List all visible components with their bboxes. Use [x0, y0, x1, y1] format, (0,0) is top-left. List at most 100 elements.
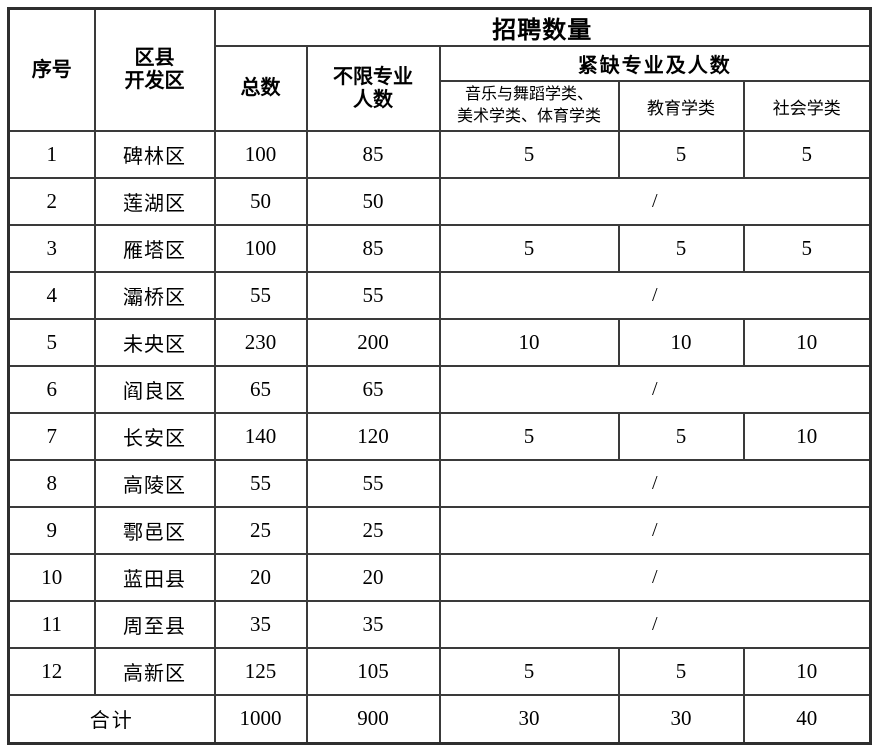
cell-education: 10	[617, 318, 745, 367]
cell-serial: 3	[7, 224, 96, 273]
cell-serial: 11	[7, 600, 96, 649]
table-row-2: 2 莲湖区 50 50 /	[7, 177, 872, 226]
header-unlimited-major: 不限专业 人数	[305, 45, 441, 132]
cell-serial: 6	[7, 365, 96, 414]
cell-unlimited: 25	[305, 506, 441, 555]
cell-grand-sociology: 40	[742, 694, 872, 744]
cell-unlimited: 105	[305, 647, 441, 696]
cell-sociology: 5	[742, 130, 872, 179]
cell-sociology: 10	[742, 647, 872, 696]
cell-sociology: 10	[742, 318, 872, 367]
cell-scarce-none: /	[438, 553, 872, 602]
table-row-5: 5 未央区 230 200 10 10 10	[7, 318, 872, 367]
cell-district: 雁塔区	[93, 224, 216, 273]
cell-unlimited: 55	[305, 271, 441, 320]
cell-education: 5	[617, 130, 745, 179]
table-row-8: 8 高陵区 55 55 /	[7, 459, 872, 508]
cell-music: 5	[438, 647, 620, 696]
header-district-line2: 开发区	[124, 70, 185, 92]
table-row-9: 9 鄠邑区 25 25 /	[7, 506, 872, 555]
cell-unlimited: 85	[305, 130, 441, 179]
cell-serial: 4	[7, 271, 96, 320]
table-row-11: 11 周至县 35 35 /	[7, 600, 872, 649]
cell-serial: 12	[7, 647, 96, 696]
cell-total: 100	[213, 224, 308, 273]
cell-total: 35	[213, 600, 308, 649]
cell-district: 周至县	[93, 600, 216, 649]
table-row-1: 1 碑林区 100 85 5 5 5	[7, 130, 872, 179]
header-unlimited-line2: 人数	[353, 88, 393, 111]
cell-serial: 5	[7, 318, 96, 367]
cell-district: 长安区	[93, 412, 216, 461]
cell-total: 20	[213, 553, 308, 602]
cell-total: 65	[213, 365, 308, 414]
cell-total: 55	[213, 271, 308, 320]
cell-district: 未央区	[93, 318, 216, 367]
cell-serial: 7	[7, 412, 96, 461]
cell-unlimited: 200	[305, 318, 441, 367]
cell-district: 蓝田县	[93, 553, 216, 602]
cell-unlimited: 55	[305, 459, 441, 508]
header-district-line1: 区县	[134, 47, 175, 69]
cell-serial: 1	[7, 130, 96, 179]
cell-total: 140	[213, 412, 308, 461]
header-unlimited-line1: 不限专业	[333, 65, 413, 88]
table-row-3: 3 雁塔区 100 85 5 5 5	[7, 224, 872, 273]
cell-music: 5	[438, 224, 620, 273]
header-scarce-majors: 紧缺专业及人数	[438, 45, 872, 82]
cell-scarce-none: /	[438, 459, 872, 508]
header-sociology: 社会学类	[742, 80, 872, 132]
cell-education: 5	[617, 647, 745, 696]
cell-district: 灞桥区	[93, 271, 216, 320]
cell-grand-education: 30	[617, 694, 745, 744]
cell-sociology: 10	[742, 412, 872, 461]
cell-unlimited: 50	[305, 177, 441, 226]
cell-education: 5	[617, 224, 745, 273]
table-row-10: 10 蓝田县 20 20 /	[7, 553, 872, 602]
header-total: 总数	[213, 45, 308, 132]
header-music-line1: 音乐与舞蹈学类、	[464, 86, 593, 104]
cell-total: 50	[213, 177, 308, 226]
cell-district: 高新区	[93, 647, 216, 696]
header-music-line2: 美术学类、体育学类	[456, 108, 601, 125]
cell-serial: 2	[7, 177, 96, 226]
cell-scarce-none: /	[438, 506, 872, 555]
cell-district: 阎良区	[93, 365, 216, 414]
cell-district: 高陵区	[93, 459, 216, 508]
cell-district: 碑林区	[93, 130, 216, 179]
header-recruit-quantity: 招聘数量	[213, 7, 872, 47]
cell-grand-total: 1000	[213, 694, 308, 744]
cell-serial: 10	[7, 553, 96, 602]
header-serial-number: 序号	[7, 7, 96, 132]
header-district-devzone: 区县 开发区	[93, 7, 216, 132]
cell-total: 55	[213, 459, 308, 508]
cell-music: 5	[438, 412, 620, 461]
cell-unlimited: 65	[305, 365, 441, 414]
cell-total: 100	[213, 130, 308, 179]
cell-music: 10	[438, 318, 620, 367]
cell-grand-unlimited: 900	[305, 694, 441, 744]
cell-sociology: 5	[742, 224, 872, 273]
header-music-art-pe: 音乐与舞蹈学类、 美术学类、体育学类	[438, 80, 620, 132]
cell-unlimited: 120	[305, 412, 441, 461]
cell-grand-music: 30	[438, 694, 620, 744]
table-row-7: 7 长安区 140 120 5 5 10	[7, 412, 872, 461]
cell-scarce-none: /	[438, 271, 872, 320]
cell-serial: 8	[7, 459, 96, 508]
table-row-12: 12 高新区 125 105 5 5 10	[7, 647, 872, 696]
cell-scarce-none: /	[438, 600, 872, 649]
cell-music: 5	[438, 130, 620, 179]
cell-total: 230	[213, 318, 308, 367]
cell-total: 25	[213, 506, 308, 555]
header-education: 教育学类	[617, 80, 745, 132]
recruitment-quota-table: 序号 区县 开发区 招聘数量 总数 不限专业 人数 紧缺专业及人数 音乐与舞蹈学…	[7, 7, 872, 745]
cell-unlimited: 35	[305, 600, 441, 649]
table-row-4: 4 灞桥区 55 55 /	[7, 271, 872, 320]
cell-education: 5	[617, 412, 745, 461]
cell-grand-total-label: 合计	[7, 694, 216, 744]
cell-scarce-none: /	[438, 365, 872, 414]
cell-scarce-none: /	[438, 177, 872, 226]
table-row-total: 合计 1000 900 30 30 40	[7, 694, 872, 744]
cell-district: 莲湖区	[93, 177, 216, 226]
